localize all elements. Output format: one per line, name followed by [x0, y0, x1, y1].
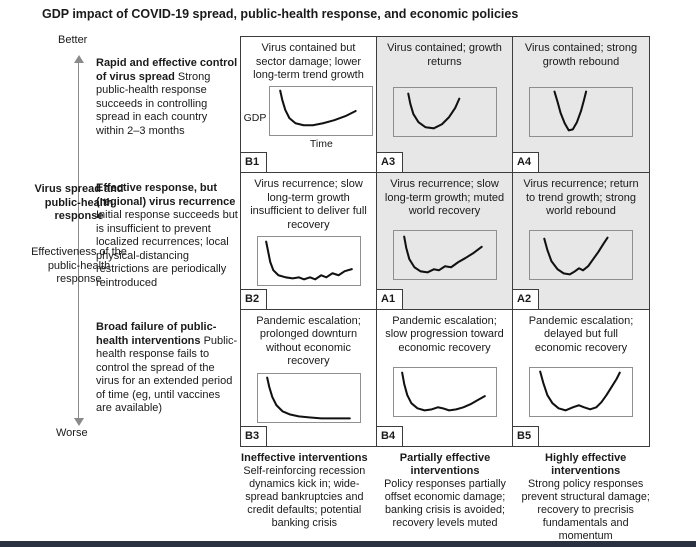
- footer-heading: Ineffective interventions: [241, 452, 368, 464]
- footer-body: Strong policy responses prevent structur…: [521, 478, 650, 542]
- footer-ineffective: Ineffective interventions Self-reinforci…: [236, 452, 373, 543]
- gdp-sparkline: [529, 229, 633, 280]
- cell-id-badge: A3: [377, 152, 404, 173]
- footer-body: Policy responses partially offset econom…: [384, 478, 506, 529]
- cell-B2: Virus recurrence; slow long-term growth …: [241, 173, 377, 310]
- chart-area: [377, 69, 512, 172]
- axis-line: [78, 62, 79, 418]
- cell-A4: Virus contained; strong growth rebound A…: [513, 37, 649, 174]
- cell-id-badge: B2: [241, 288, 268, 309]
- gdp-sparkline: [392, 229, 497, 280]
- axis-worse-label: Worse: [56, 427, 88, 439]
- footer-highly-effective: Highly effective interventions Strong po…: [517, 452, 654, 543]
- cell-id-badge: A2: [513, 288, 540, 309]
- time-axis-label: Time: [309, 138, 333, 151]
- row-label-broad-failure: Broad failure of public-health intervent…: [96, 321, 238, 416]
- row-body: Public-health response fails to control …: [96, 334, 238, 415]
- cell-A1: Virus recurrence; slow long-term growth;…: [377, 173, 513, 310]
- footer-heading: Highly effective interventions: [545, 452, 627, 477]
- chart-area: [513, 219, 649, 309]
- footer-heading: Partially effective interventions: [399, 452, 491, 477]
- axis-better-label: Better: [58, 34, 88, 46]
- cell-caption: Pandemic escalation; prolonged downturn …: [256, 314, 361, 368]
- chart-area: [377, 219, 512, 309]
- gdp-sparkline: [256, 373, 361, 424]
- arrow-up-icon: [74, 55, 84, 63]
- cell-caption: Virus recurrence; return to trend growth…: [523, 178, 639, 218]
- column-footers: Ineffective interventions Self-reinforci…: [236, 452, 654, 543]
- cell-id-badge: B3: [241, 425, 268, 446]
- footer-body: Self-reinforcing recession dynamics kick…: [243, 465, 366, 529]
- cell-B3: Pandemic escalation; prolonged downturn …: [241, 309, 377, 446]
- row-heading: Broad failure of public-health intervent…: [96, 321, 217, 347]
- cell-caption: Virus recurrence; slow long-term growth;…: [384, 178, 505, 218]
- cell-B4: Pandemic escalation; slow progression to…: [377, 309, 513, 446]
- chart-area: [241, 232, 376, 308]
- gdp-sparkline: [529, 86, 633, 137]
- cell-B5: Pandemic escalation; delayed but full ec…: [513, 310, 649, 446]
- cell-id-badge: B4: [377, 425, 404, 446]
- axis-subtitle: Effectiveness of the public-health respo…: [31, 246, 127, 285]
- gdp-sparkline: [392, 366, 497, 417]
- chart-area: GDP Time: [241, 83, 376, 173]
- cell-B1: Virus contained but sector damage; lower…: [241, 37, 377, 174]
- row-body: Initial response succeeds but is insuffi…: [96, 209, 238, 289]
- gdp-sparkline: [529, 366, 633, 417]
- chart-area: [513, 69, 649, 172]
- gdp-axis-label: GDP: [243, 112, 267, 125]
- gdp-sparkline: [269, 86, 374, 137]
- scenario-matrix: Virus contained but sector damage; lower…: [240, 36, 650, 447]
- cell-caption: Pandemic escalation; slow progression to…: [385, 314, 504, 354]
- cell-id-badge: B1: [241, 152, 268, 173]
- row-heading: Effective response, but (regional) virus…: [96, 182, 236, 208]
- row-heading: Rapid and effective control of virus spr…: [96, 57, 238, 83]
- axis-title: Virus spread and public-health response: [34, 183, 124, 222]
- cell-id-badge: B5: [513, 425, 540, 446]
- arrow-down-icon: [74, 418, 84, 426]
- cell-id-badge: A1: [377, 288, 404, 309]
- cell-caption: Virus contained but sector damage; lower…: [253, 42, 364, 81]
- row-body: Strong public-health response succeeds i…: [96, 70, 211, 137]
- row-label-rapid-control: Rapid and effective control of virus spr…: [96, 57, 238, 138]
- chart-area: [377, 355, 512, 446]
- gdp-sparkline: [392, 86, 497, 137]
- footer-partially-effective: Partially effective interventions Policy…: [377, 452, 514, 543]
- gdp-sparkline: [256, 236, 361, 287]
- cell-caption: Virus recurrence; slow long-term growth …: [250, 178, 367, 231]
- cell-caption: Virus contained; strong growth rebound: [524, 42, 638, 68]
- chart-area: [241, 369, 376, 446]
- row-label-regional-recurrence: Effective response, but (regional) virus…: [96, 182, 238, 290]
- cell-A2: Virus recurrence; return to trend growth…: [513, 173, 649, 310]
- cell-caption: Virus contained; growth returns: [387, 42, 502, 68]
- bottom-bar: [0, 541, 696, 547]
- cell-caption: Pandemic escalation; delayed but full ec…: [528, 314, 634, 354]
- chart-area: [513, 355, 649, 446]
- cell-A3: Virus contained; growth returns A3: [377, 37, 513, 174]
- cell-id-badge: A4: [513, 152, 540, 173]
- page-title: GDP impact of COVID-19 spread, public-he…: [42, 7, 519, 21]
